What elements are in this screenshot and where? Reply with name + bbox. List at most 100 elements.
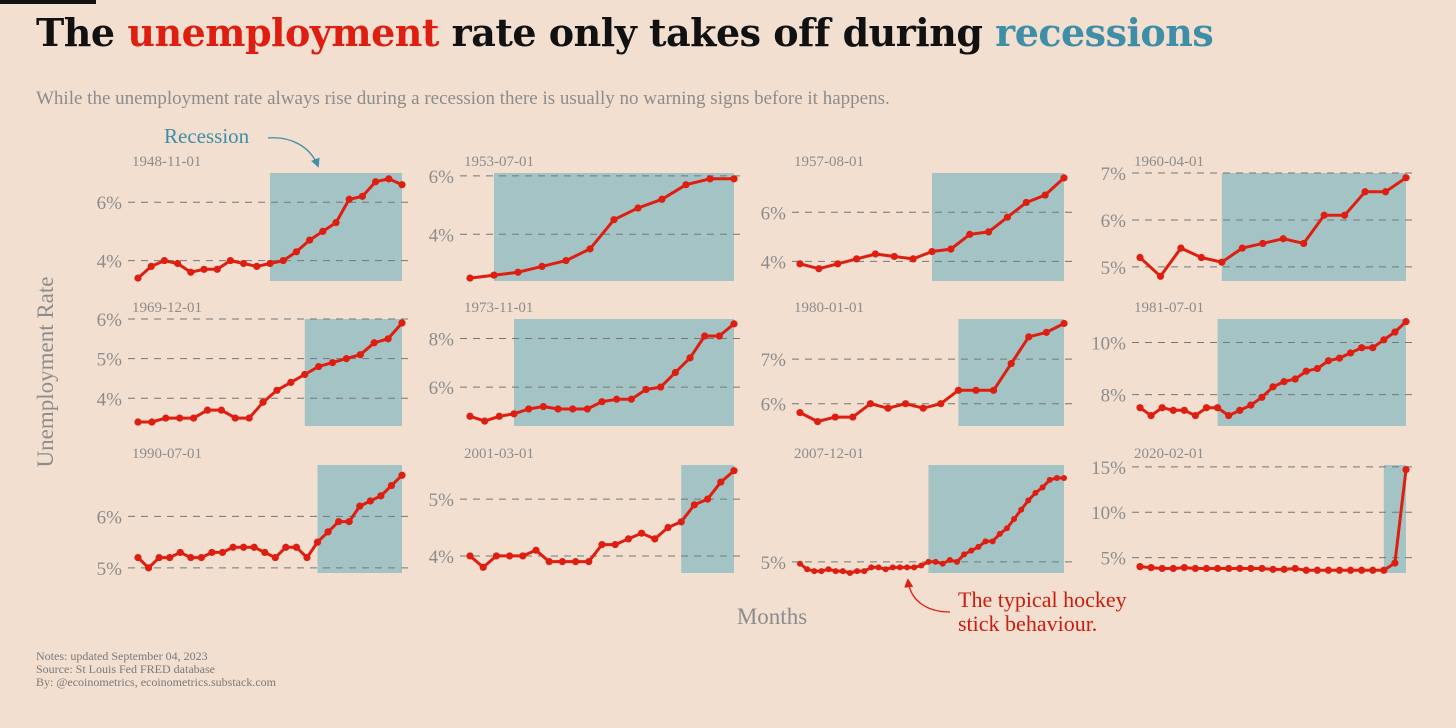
data-point xyxy=(832,568,839,575)
data-point xyxy=(377,492,385,500)
data-point xyxy=(1341,211,1349,219)
y-tick-label: 6% xyxy=(1101,211,1127,232)
data-point xyxy=(466,552,474,560)
panel-1969-12-01: 4% 5% 6% 1969-12-01 xyxy=(97,300,412,426)
data-point xyxy=(690,501,699,509)
title-highlight-recessions: recessions xyxy=(995,10,1214,55)
panel-date-label: 1980-01-01 xyxy=(794,300,864,316)
data-point xyxy=(1180,406,1188,414)
data-point xyxy=(658,195,666,203)
data-point xyxy=(911,564,918,571)
panel-date-label: 1990-07-01 xyxy=(132,446,202,462)
data-point xyxy=(706,175,714,183)
data-point xyxy=(1259,239,1267,248)
data-point xyxy=(342,355,351,363)
data-point xyxy=(1302,566,1310,574)
data-point xyxy=(797,560,803,567)
y-tick-label: 8% xyxy=(429,329,455,350)
data-point xyxy=(686,354,694,362)
series-line xyxy=(1138,176,1407,278)
notes-source: Source: St Louis Fed FRED database xyxy=(36,662,215,676)
hockey-stick-annotation: The typical hockey stick behaviour. xyxy=(958,588,1127,636)
data-point xyxy=(1032,489,1039,496)
data-point xyxy=(1320,211,1328,219)
data-point xyxy=(187,553,195,562)
data-point xyxy=(261,548,269,557)
data-point xyxy=(292,543,300,551)
chart-title: The unemployment rate only takes off dur… xyxy=(36,8,1214,58)
data-point xyxy=(1039,484,1046,491)
hockey-annotation-line2: stick behaviour. xyxy=(958,611,1098,636)
data-point xyxy=(961,551,968,558)
data-point xyxy=(882,566,889,573)
y-tick-label: 7% xyxy=(761,350,787,371)
data-point xyxy=(1225,411,1233,420)
panel-1948-11-01: 4% 6% 1948-11-01 xyxy=(97,154,412,282)
panel-1957-08-01: 4% 6% 1957-08-01 xyxy=(761,154,1074,281)
data-point xyxy=(671,368,679,377)
data-point xyxy=(385,175,393,183)
y-tick-label: 4% xyxy=(761,252,787,273)
data-point xyxy=(490,271,498,279)
data-point xyxy=(1042,328,1050,336)
data-point xyxy=(1053,475,1060,482)
data-point xyxy=(890,252,898,261)
data-point xyxy=(287,378,295,387)
data-point xyxy=(947,245,955,253)
data-point xyxy=(1060,319,1068,328)
data-point xyxy=(902,400,910,408)
data-point xyxy=(229,543,237,551)
data-point xyxy=(1136,404,1144,412)
panel-date-label: 1973-11-01 xyxy=(464,300,533,316)
data-point xyxy=(1003,213,1012,221)
data-point xyxy=(245,414,253,422)
data-point xyxy=(250,543,258,551)
data-point xyxy=(611,540,619,549)
recession-band xyxy=(958,319,1064,426)
data-point xyxy=(1258,564,1266,573)
data-point xyxy=(1041,191,1049,199)
data-point xyxy=(966,230,974,238)
data-point xyxy=(1197,253,1205,262)
panel-date-label: 1960-04-01 xyxy=(1134,154,1204,170)
panel-2001-03-01: 4% 5% 2001-03-01 xyxy=(429,446,744,573)
data-point xyxy=(332,219,340,227)
data-point xyxy=(1218,258,1226,266)
data-point xyxy=(642,385,650,394)
data-point xyxy=(854,568,861,575)
data-point xyxy=(313,538,322,546)
recession-annotation: Recession xyxy=(164,124,250,148)
data-point xyxy=(514,268,522,276)
panel-date-label: 2007-12-01 xyxy=(794,446,864,462)
y-tick-label: 7% xyxy=(1101,164,1127,185)
data-point xyxy=(598,540,606,549)
data-point xyxy=(701,332,709,340)
data-point xyxy=(279,256,287,265)
data-point xyxy=(896,564,903,571)
data-point xyxy=(495,412,503,420)
data-point xyxy=(174,259,182,268)
data-point xyxy=(328,358,337,367)
data-point xyxy=(398,181,406,189)
data-point xyxy=(335,517,343,526)
series-line xyxy=(1139,469,1408,572)
data-point xyxy=(1169,406,1177,414)
data-point xyxy=(1335,354,1344,362)
data-point xyxy=(811,568,818,575)
data-point xyxy=(539,402,547,411)
data-point xyxy=(946,556,953,563)
data-point xyxy=(925,558,932,565)
data-point xyxy=(134,274,142,282)
recession-band xyxy=(494,173,734,281)
data-point xyxy=(259,398,267,406)
notes-author: By: @ecoinometrics, ecoinometrics.substa… xyxy=(36,675,276,689)
data-point xyxy=(1136,253,1144,262)
data-point xyxy=(717,478,725,486)
series-line xyxy=(799,322,1065,423)
data-point xyxy=(492,552,500,560)
y-tick-label: 6% xyxy=(761,395,787,416)
data-point xyxy=(972,386,980,394)
data-point xyxy=(1402,318,1410,326)
data-point xyxy=(398,471,406,479)
data-point xyxy=(538,262,546,271)
